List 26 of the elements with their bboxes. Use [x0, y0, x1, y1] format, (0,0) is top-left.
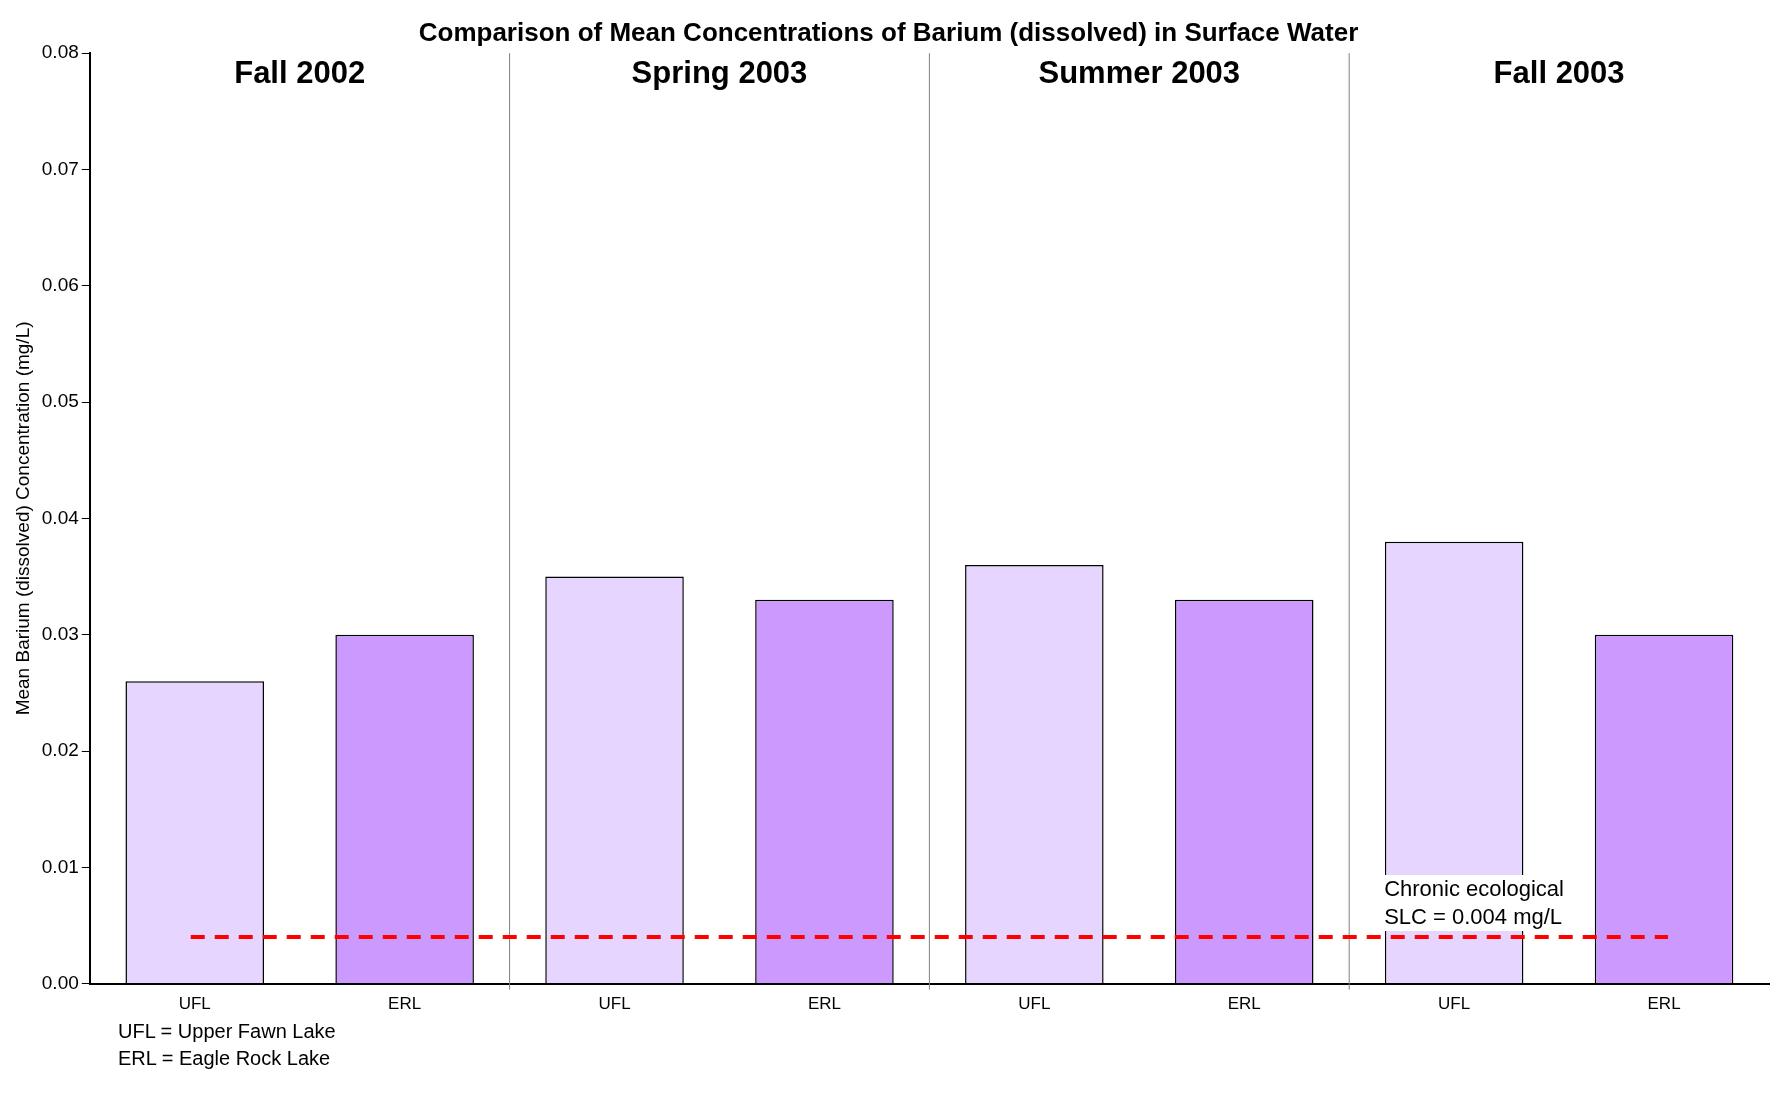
y-tick-label: 0.03 — [41, 622, 79, 644]
annotation: Spring 2003 — [631, 55, 808, 91]
y-tick-label: 0.00 — [41, 971, 79, 993]
x-tick-label: ERL — [1227, 994, 1261, 1014]
text: UFL = Upper Fawn Lake — [118, 1019, 337, 1044]
y-tick-label: 0.04 — [41, 506, 80, 528]
x-tick-label: UFL — [598, 994, 631, 1014]
annotation: Summer 2003 — [1038, 55, 1241, 91]
x-tick-label: UFL — [1018, 994, 1051, 1014]
chart-title: Comparison of Mean Concentrations of Barium (dissolved) in Surface Water — [418, 16, 1359, 47]
y-axis-title: Mean Barium (dissolved) Concentration (mg/L) — [11, 321, 33, 716]
y-tick-label: 0.06 — [41, 274, 79, 296]
y-tick-label: 0.01 — [41, 855, 79, 877]
annotation: Fall 2003 — [1493, 55, 1625, 91]
annotation: Fall 2002 — [234, 55, 366, 91]
ref-line-label: Chronic ecological SLC = 0.004 mg/L — [1384, 876, 1564, 930]
x-tick-label: UFL — [1438, 994, 1471, 1014]
x-tick-label: ERL — [388, 994, 422, 1014]
y-tick-label: 0.08 — [41, 41, 79, 63]
y-tick-label: 0.07 — [41, 157, 79, 179]
text: ERL = Eagle Rock Lake — [118, 1046, 332, 1071]
y-tick-label: 0.02 — [41, 739, 79, 761]
x-tick-label: UFL — [178, 994, 211, 1014]
x-tick-label: ERL — [807, 994, 841, 1014]
x-tick-label: ERL — [1647, 994, 1681, 1014]
y-tick-label: 0.05 — [41, 390, 79, 412]
